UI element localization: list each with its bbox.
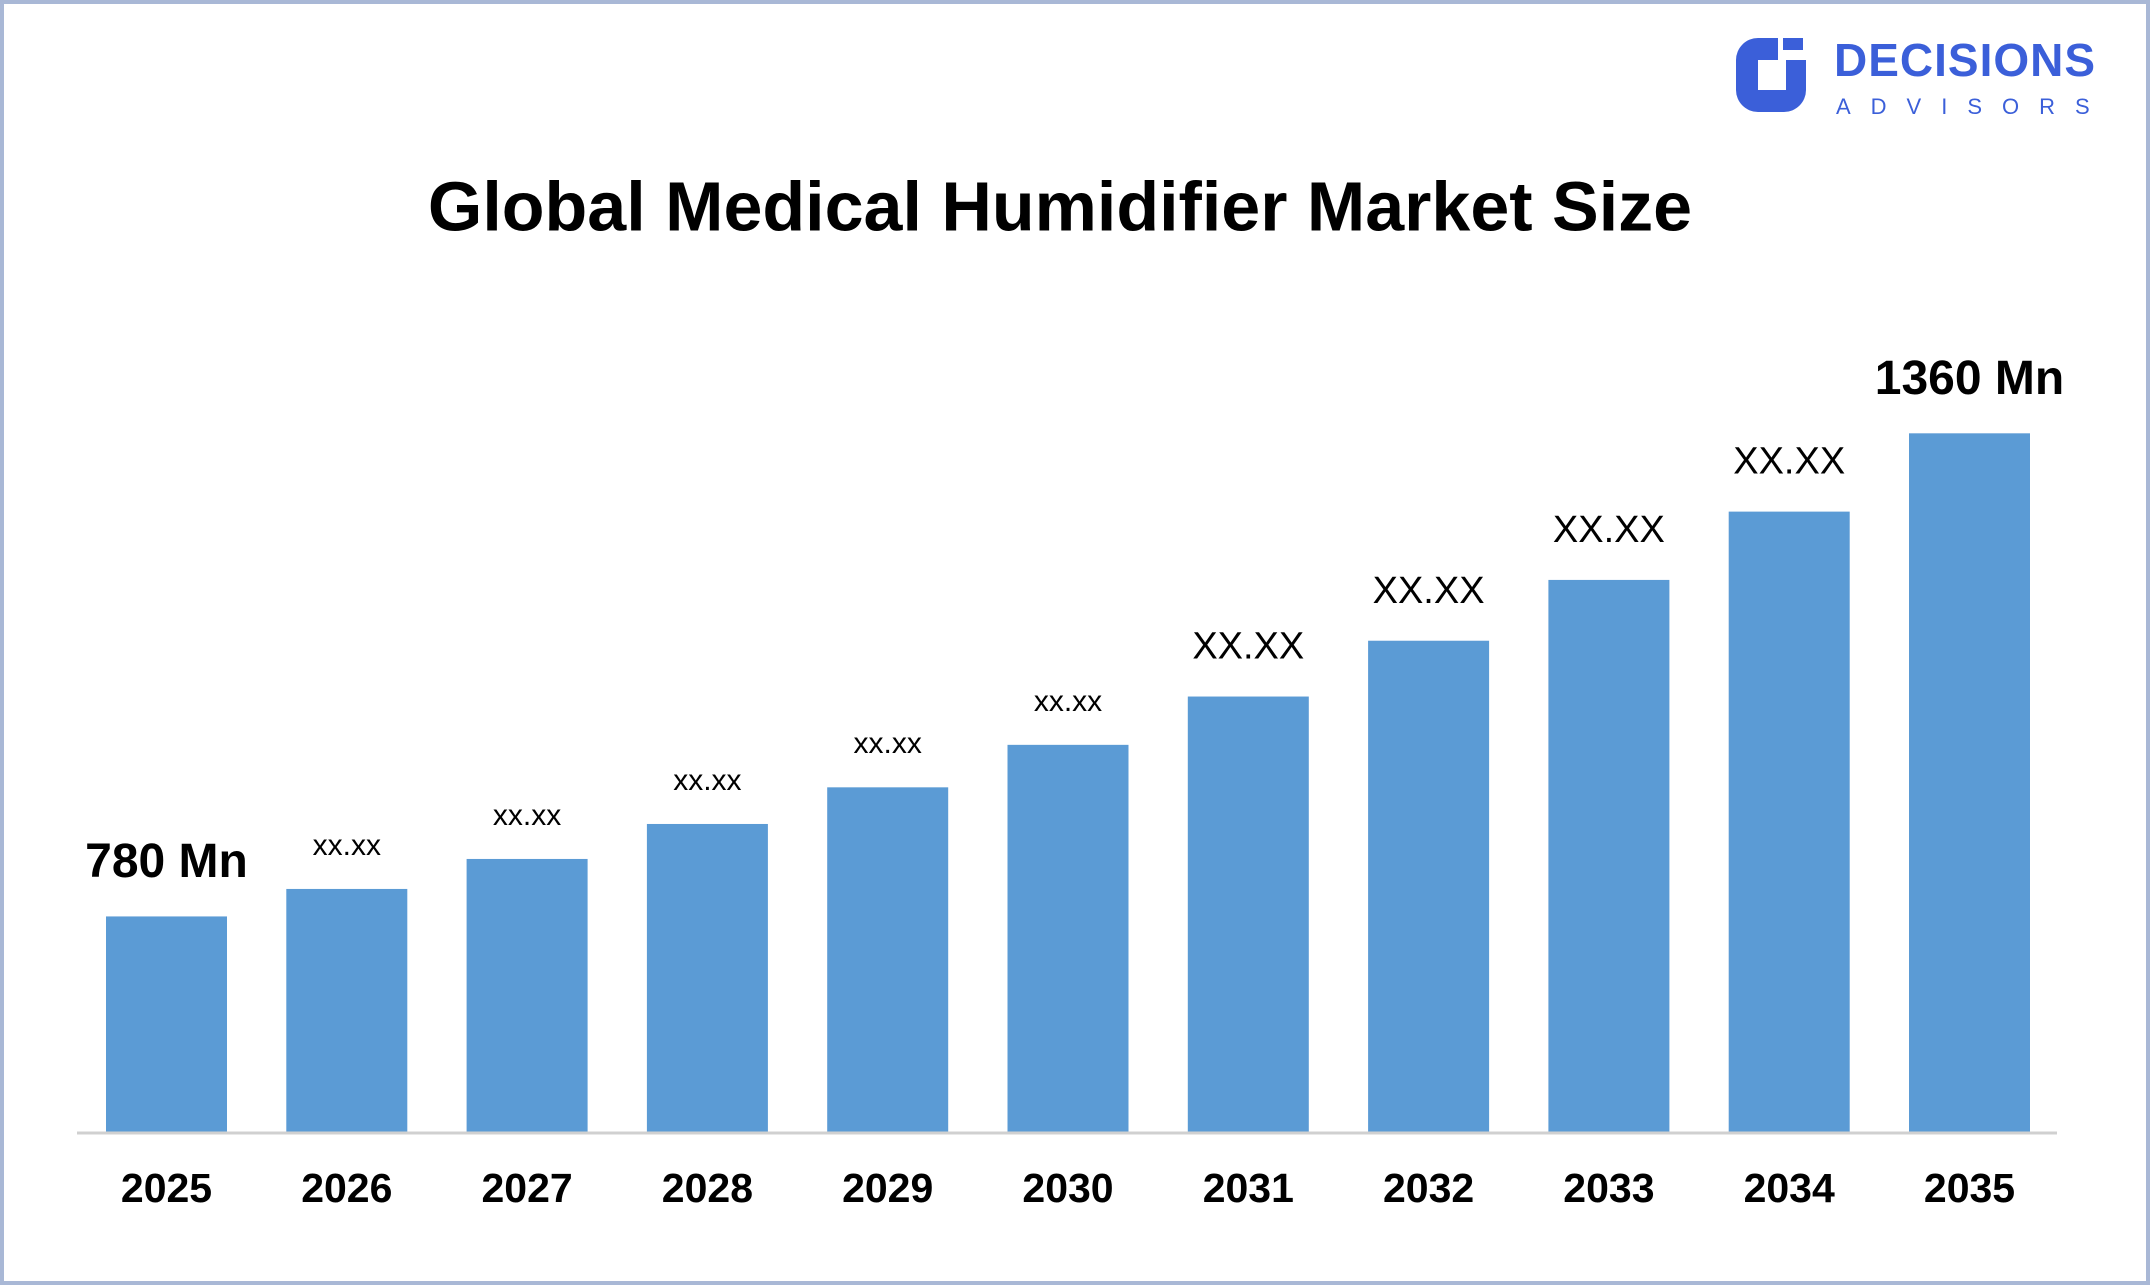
data-label: 1360 Mn <box>1875 352 2064 405</box>
logo-icon <box>1736 38 1806 112</box>
bar <box>106 916 227 1133</box>
bar <box>1548 579 1670 1133</box>
bar <box>466 858 588 1133</box>
data-label: XX.XX <box>1733 441 1845 483</box>
x-tick-label: 2033 <box>1563 1165 1654 1211</box>
bar <box>1368 640 1490 1133</box>
data-label: XX.XX <box>1192 626 1304 668</box>
data-label: xx.xx <box>854 727 922 760</box>
x-tick-label: 2031 <box>1203 1165 1294 1211</box>
bar <box>646 823 768 1133</box>
x-tick-label: 2035 <box>1924 1165 2015 1211</box>
bar <box>1007 744 1129 1133</box>
x-tick-label: 2027 <box>481 1165 572 1211</box>
x-tick-label: 2029 <box>842 1165 933 1211</box>
bar <box>827 787 949 1133</box>
logo-icon <box>1783 38 1803 50</box>
logo-name: DECISIONS <box>1834 34 2096 86</box>
data-label: XX.XX <box>1553 509 1665 551</box>
bar <box>1728 511 1850 1133</box>
x-tick-label: 2034 <box>1744 1165 1835 1211</box>
data-label: XX.XX <box>1373 570 1485 612</box>
data-label: xx.xx <box>313 829 381 862</box>
data-label: xx.xx <box>493 799 561 832</box>
bar <box>1909 433 2030 1133</box>
data-label: xx.xx <box>1034 685 1102 718</box>
chart-title: Global Medical Humidifier Market Size <box>428 167 1692 245</box>
x-tick-label: 2026 <box>301 1165 392 1211</box>
data-label: xx.xx <box>673 764 741 797</box>
logo-tagline: ADVISORS <box>1836 94 2110 119</box>
x-tick-label: 2025 <box>121 1165 212 1211</box>
x-tick-label: 2028 <box>662 1165 753 1211</box>
bar <box>1187 696 1309 1133</box>
x-tick-label: 2032 <box>1383 1165 1474 1211</box>
x-tick-label: 2030 <box>1022 1165 1113 1211</box>
bar <box>286 888 408 1133</box>
data-label: 780 Mn <box>85 835 248 888</box>
logo: DECISIONS ADVISORS <box>1736 34 2110 119</box>
